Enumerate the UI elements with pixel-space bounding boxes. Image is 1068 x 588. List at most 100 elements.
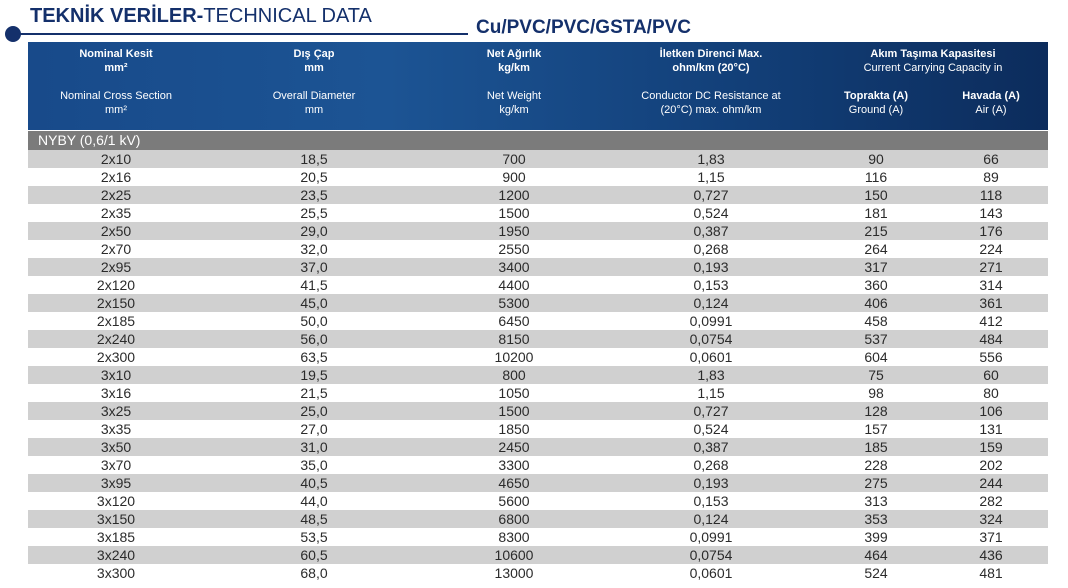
cell-resistance: 0,268: [693, 457, 729, 473]
cell-weight: 1200: [498, 187, 530, 203]
cell-air: 106: [979, 403, 1003, 419]
cell-air: 244: [979, 475, 1003, 491]
cell-air: 176: [979, 223, 1003, 239]
cell-nominal: 3x240: [96, 547, 136, 563]
cell-weight: 1500: [498, 403, 530, 419]
cell-air: 484: [979, 331, 1003, 347]
cell-weight: 4650: [498, 475, 530, 491]
cell-diameter: 20,5: [300, 169, 328, 185]
cell-diameter: 40,5: [300, 475, 328, 491]
cell-air: 361: [979, 295, 1003, 311]
cell-nominal: 2x35: [100, 205, 132, 221]
cell-air: 314: [979, 277, 1003, 293]
cell-resistance: 0,727: [693, 187, 729, 203]
page-title: TEKNİK VERİLER-TECHNICAL DATA: [30, 4, 372, 28]
cell-diameter: 23,5: [300, 187, 328, 203]
cell-nominal: 2x50: [100, 223, 132, 239]
cell-weight: 2550: [498, 241, 530, 257]
cell-ground: 128: [864, 403, 888, 419]
cell-weight: 8300: [498, 529, 530, 545]
cell-resistance: 0,0601: [689, 565, 733, 581]
header-col-resistance-tr: İletken Direnci Max. ohm/km (20°C): [659, 48, 763, 74]
cell-air: 89: [983, 169, 999, 185]
cell-resistance: 1,83: [697, 367, 725, 383]
cell-nominal: 2x95: [100, 259, 132, 275]
cell-nominal: 3x35: [100, 421, 132, 437]
section-header: NYBY (0,6/1 kV): [28, 131, 1048, 150]
header-col-weight-tr: Net Ağırlık kg/km: [486, 48, 542, 74]
table-row: 3x185 53,5 8300 0,0991 399 371: [28, 528, 1048, 546]
header-col-resistance-en: Conductor DC Resistance at (20°C) max. o…: [641, 90, 781, 116]
cell-resistance: 0,0754: [689, 331, 733, 347]
cell-resistance: 0,387: [693, 223, 729, 239]
cell-nominal: 3x120: [96, 493, 136, 509]
cell-nominal: 3x185: [96, 529, 136, 545]
table-row: 2x185 50,0 6450 0,0991 458 412: [28, 312, 1048, 330]
cell-ground: 275: [864, 475, 888, 491]
cell-nominal: 2x25: [100, 187, 132, 203]
cell-ground: 157: [864, 421, 888, 437]
cell-resistance: 0,0991: [689, 313, 733, 329]
cell-nominal: 2x10: [100, 151, 132, 167]
header-col-nominal-en: Nominal Cross Section mm²: [60, 90, 172, 116]
cell-resistance: 0,268: [693, 241, 729, 257]
cell-weight: 1850: [498, 421, 530, 437]
cell-ground: 604: [864, 349, 888, 365]
cell-air: 371: [979, 529, 1003, 545]
cell-weight: 3400: [498, 259, 530, 275]
cell-air: 556: [979, 349, 1003, 365]
cell-resistance: 0,193: [693, 259, 729, 275]
cell-diameter: 50,0: [300, 313, 328, 329]
cell-diameter: 37,0: [300, 259, 328, 275]
cell-air: 202: [979, 457, 1003, 473]
header-col-diameter-tr: Dış Çap mm: [293, 48, 335, 74]
cell-weight: 6450: [498, 313, 530, 329]
table-row: 3x150 48,5 6800 0,124 353 324: [28, 510, 1048, 528]
cell-ground: 313: [864, 493, 888, 509]
header-col-diameter-en: Overall Diameter mm: [272, 90, 356, 116]
table-row: 3x95 40,5 4650 0,193 275 244: [28, 474, 1048, 492]
table-row: 3x70 35,0 3300 0,268 228 202: [28, 456, 1048, 474]
table-row: 2x120 41,5 4400 0,153 360 314: [28, 276, 1048, 294]
header-col-ground: Toprakta (A) Ground (A): [844, 90, 908, 116]
cell-ground: 406: [864, 295, 888, 311]
cell-nominal: 2x150: [96, 295, 136, 311]
cell-ground: 90: [868, 151, 884, 167]
cell-diameter: 63,5: [300, 349, 328, 365]
cell-nominal: 2x185: [96, 313, 136, 329]
cell-nominal: 3x50: [100, 439, 132, 455]
cell-diameter: 56,0: [300, 331, 328, 347]
cell-diameter: 27,0: [300, 421, 328, 437]
cell-diameter: 44,0: [300, 493, 328, 509]
cell-ground: 360: [864, 277, 888, 293]
table-row: 2x70 32,0 2550 0,268 264 224: [28, 240, 1048, 258]
cell-diameter: 53,5: [300, 529, 328, 545]
cell-air: 271: [979, 259, 1003, 275]
cell-weight: 700: [502, 151, 526, 167]
cell-nominal: 3x16: [100, 385, 132, 401]
cell-air: 436: [979, 547, 1003, 563]
cell-resistance: 0,727: [693, 403, 729, 419]
cell-diameter: 68,0: [300, 565, 328, 581]
table-row: 2x95 37,0 3400 0,193 317 271: [28, 258, 1048, 276]
table-row: 2x240 56,0 8150 0,0754 537 484: [28, 330, 1048, 348]
table-row: 2x10 18,5 700 1,83 90 66: [28, 150, 1048, 168]
cell-weight: 13000: [494, 565, 534, 581]
cell-resistance: 0,124: [693, 295, 729, 311]
cell-weight: 1950: [498, 223, 530, 239]
section-label: NYBY (0,6/1 kV): [38, 132, 141, 148]
table-row: 2x25 23,5 1200 0,727 150 118: [28, 186, 1048, 204]
cell-ground: 458: [864, 313, 888, 329]
cell-air: 66: [983, 151, 999, 167]
cell-ground: 98: [868, 385, 884, 401]
cell-weight: 6800: [498, 511, 530, 527]
header-col-weight-en: Net Weight kg/km: [486, 90, 542, 116]
cell-diameter: 25,0: [300, 403, 328, 419]
cell-weight: 1050: [498, 385, 530, 401]
cell-resistance: 0,0601: [689, 349, 733, 365]
cell-nominal: 3x95: [100, 475, 132, 491]
cell-nominal: 2x70: [100, 241, 132, 257]
title-bold: TEKNİK VERİLER-: [30, 5, 204, 27]
cell-diameter: 21,5: [300, 385, 328, 401]
table-row: 2x150 45,0 5300 0,124 406 361: [28, 294, 1048, 312]
